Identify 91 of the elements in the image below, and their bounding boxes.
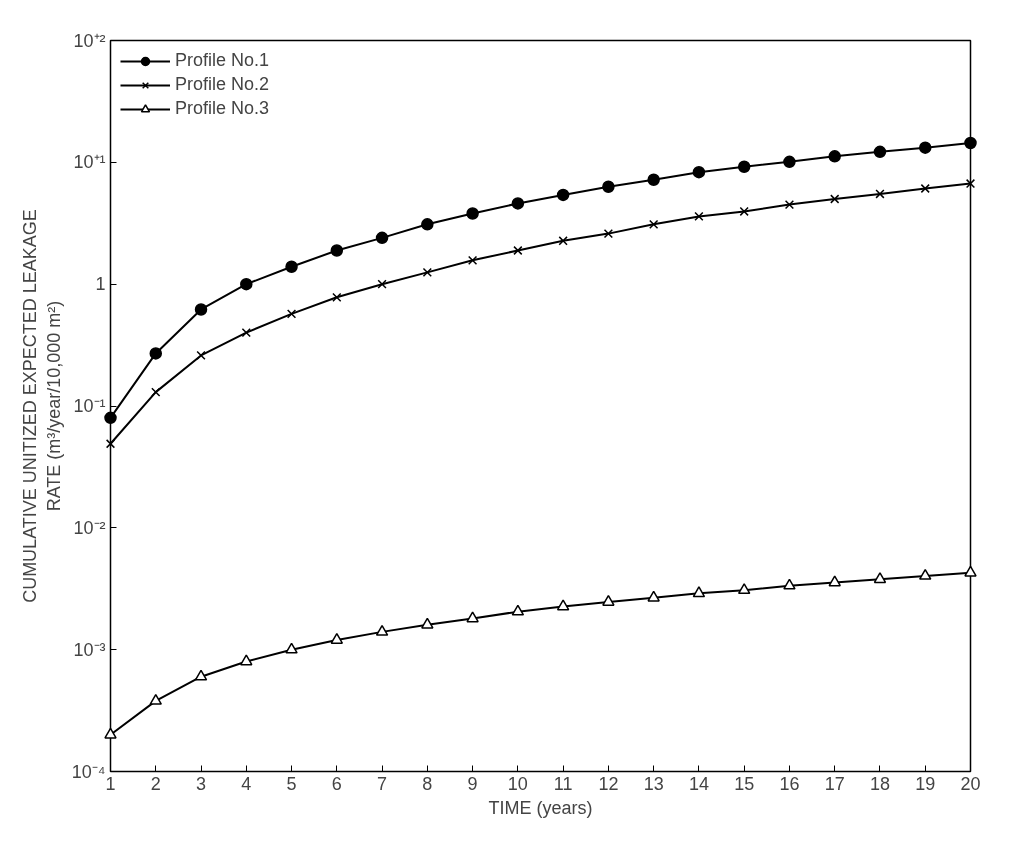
point xyxy=(828,575,841,587)
point xyxy=(783,155,796,169)
y-tick-label: 10⁻² xyxy=(73,517,106,538)
point xyxy=(511,604,525,616)
x-tick-label: 11 xyxy=(553,773,573,794)
y-tick-label: 10⁻³ xyxy=(73,639,106,660)
point xyxy=(285,642,298,654)
point xyxy=(286,309,297,319)
x-tick-label: 4 xyxy=(241,773,252,794)
x-tick-label: 15 xyxy=(734,773,755,794)
point xyxy=(692,586,706,598)
x-tick-label: 14 xyxy=(688,773,709,794)
point xyxy=(332,292,342,302)
point xyxy=(330,632,344,644)
point xyxy=(104,727,117,739)
point xyxy=(422,267,432,277)
point xyxy=(196,350,206,361)
point xyxy=(375,231,389,245)
x-tick-label: 16 xyxy=(779,773,800,794)
x-tick-label: 3 xyxy=(196,773,207,794)
point xyxy=(737,583,751,595)
x-tick-label: 19 xyxy=(915,773,936,794)
point xyxy=(241,328,251,338)
point xyxy=(556,188,570,202)
legend-label: Profile No.3 xyxy=(175,98,270,119)
x-tick-label: 9 xyxy=(467,773,478,794)
point xyxy=(964,565,977,577)
point xyxy=(194,303,208,316)
point xyxy=(873,572,887,584)
y-tick-label: 10⁺² xyxy=(73,30,106,51)
x-tick-label: 17 xyxy=(824,773,845,794)
point xyxy=(694,211,704,222)
y-tick-label: 10⁻¹ xyxy=(73,396,106,416)
x-axis-title: TIME (years) xyxy=(488,797,593,818)
point xyxy=(377,279,387,289)
point xyxy=(513,245,523,256)
point xyxy=(783,578,796,590)
point xyxy=(649,219,659,229)
point xyxy=(873,145,887,159)
point xyxy=(149,347,163,360)
point xyxy=(647,590,660,602)
point xyxy=(330,244,344,257)
x-tick-label: 20 xyxy=(960,773,981,794)
point xyxy=(511,197,525,210)
point xyxy=(466,611,479,623)
point xyxy=(421,218,434,231)
point xyxy=(105,439,116,449)
x-tick-label: 2 xyxy=(150,773,161,794)
y-tick-label: 10⁺¹ xyxy=(73,152,106,173)
point xyxy=(828,150,841,163)
point xyxy=(830,194,840,204)
point xyxy=(602,594,615,606)
point xyxy=(466,207,479,220)
x-tick-label: 6 xyxy=(331,773,342,794)
point xyxy=(875,189,885,199)
point xyxy=(240,654,253,666)
x-tick-label: 8 xyxy=(422,773,433,794)
point xyxy=(556,599,570,611)
point xyxy=(375,624,389,636)
point xyxy=(737,160,751,173)
legend-label: Profile No.2 xyxy=(175,74,270,95)
point xyxy=(194,669,208,681)
point xyxy=(240,277,253,291)
x-tick-label: 13 xyxy=(643,773,664,794)
x-tick-label: 18 xyxy=(869,773,890,794)
point xyxy=(784,199,795,210)
point xyxy=(692,165,706,179)
point xyxy=(918,568,932,580)
point xyxy=(104,411,117,425)
point xyxy=(151,387,161,397)
x-tick-label: 7 xyxy=(377,773,388,794)
point xyxy=(965,178,976,189)
legend-label: Profile No.1 xyxy=(175,50,270,71)
x-tick-label: 5 xyxy=(286,773,297,794)
point xyxy=(285,260,298,273)
point xyxy=(964,136,977,150)
y-axis-title: CUMULATIVE UNITIZED EXPECTED LEAKAGE RATE (m³/year/10,000 m²) xyxy=(19,209,64,603)
point xyxy=(602,180,615,194)
x-tick-label: 10 xyxy=(507,773,528,794)
y-tick-label: 1 xyxy=(95,274,106,295)
point xyxy=(920,183,930,194)
point xyxy=(467,255,478,265)
point xyxy=(421,617,434,629)
point xyxy=(647,173,660,186)
point xyxy=(149,693,163,705)
point xyxy=(739,206,749,217)
point xyxy=(918,141,932,154)
x-tick-label: 12 xyxy=(598,773,619,794)
y-tick-label: 10⁻⁴ xyxy=(71,761,106,782)
point xyxy=(558,236,568,246)
point xyxy=(603,228,614,239)
